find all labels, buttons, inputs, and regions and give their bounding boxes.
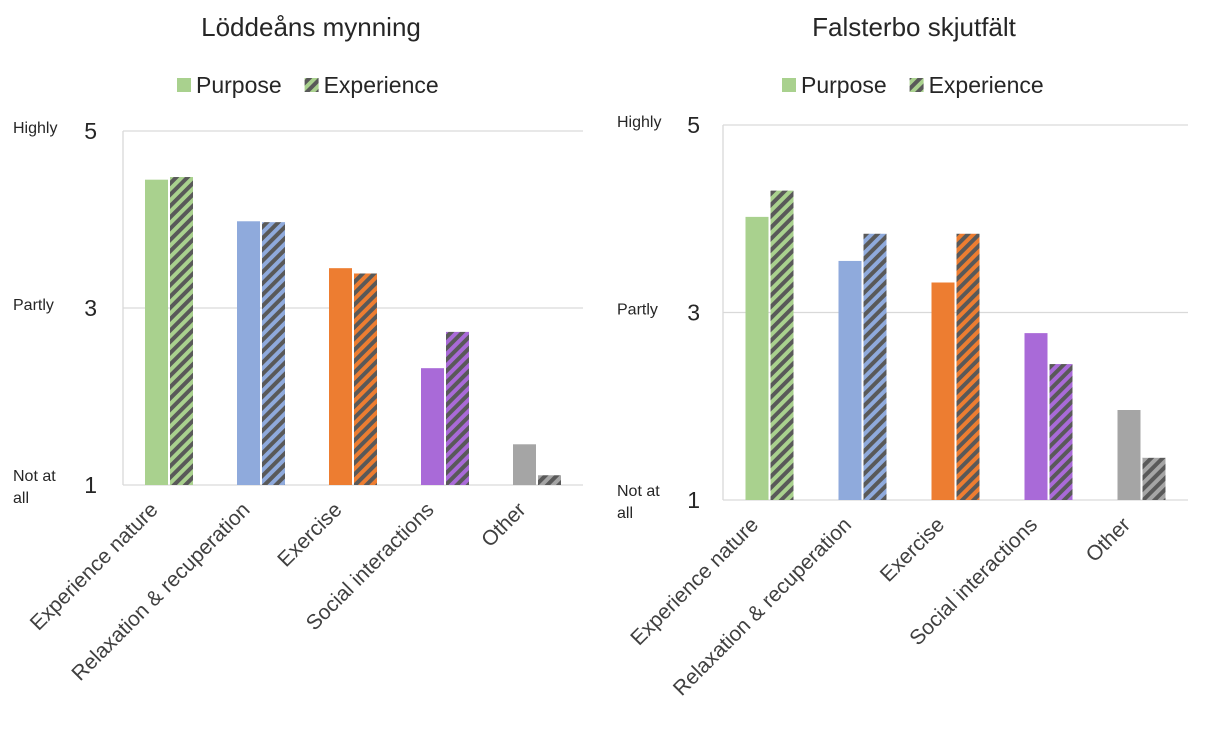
bar-experience bbox=[956, 233, 980, 500]
y-qualitative-label: all bbox=[617, 505, 633, 522]
y-qualitative-label: Highly bbox=[13, 120, 57, 137]
legend-label-purpose: Purpose bbox=[801, 72, 887, 98]
bar-purpose bbox=[1117, 410, 1141, 500]
legend: Purpose Experience bbox=[782, 72, 1044, 98]
bar-experience bbox=[262, 222, 285, 485]
bar-experience bbox=[354, 273, 377, 485]
bar-purpose bbox=[513, 444, 536, 485]
legend: Purpose Experience bbox=[177, 72, 439, 98]
bar-purpose bbox=[421, 368, 444, 485]
y-tick-label: 1 bbox=[687, 487, 700, 513]
legend-swatch-experience bbox=[304, 78, 319, 92]
legend-swatch-purpose bbox=[782, 78, 796, 92]
legend-swatch-purpose bbox=[177, 78, 191, 92]
bar-purpose bbox=[838, 260, 862, 500]
x-category-label: Exercise bbox=[273, 498, 346, 571]
legend-label-purpose: Purpose bbox=[196, 72, 282, 98]
bar-experience bbox=[770, 190, 794, 500]
y-tick-label: 5 bbox=[687, 112, 700, 138]
bar-purpose bbox=[931, 282, 955, 500]
legend-label-experience: Experience bbox=[324, 72, 439, 98]
y-qualitative-label: Not at bbox=[617, 483, 660, 500]
chart-title: Falsterbo skjutfält bbox=[812, 12, 1017, 42]
chart-title: Löddeåns mynning bbox=[201, 12, 421, 42]
y-tick-label: 3 bbox=[84, 295, 97, 321]
bar-purpose bbox=[237, 221, 260, 485]
y-qualitative-label: Partly bbox=[617, 302, 658, 319]
bar-purpose bbox=[145, 179, 168, 486]
bar-experience bbox=[538, 475, 561, 485]
y-tick-label: 3 bbox=[687, 300, 700, 326]
bar-experience bbox=[863, 233, 887, 500]
y-tick-label: 1 bbox=[84, 472, 97, 498]
y-tick-label: 5 bbox=[84, 118, 97, 144]
bar-experience bbox=[446, 331, 469, 485]
bar-purpose bbox=[329, 268, 352, 485]
y-qualitative-label: Not at bbox=[13, 468, 56, 485]
bar-purpose bbox=[1024, 333, 1048, 500]
bar-purpose bbox=[745, 216, 769, 500]
bar-experience bbox=[170, 177, 193, 485]
chart-panel-falsterbo-skjutfalt: Falsterbo skjutfält Purpose Experience 1 Not… bbox=[617, 12, 1188, 700]
bar-experience bbox=[1142, 457, 1166, 500]
x-category-label: Relaxation & recuperation bbox=[669, 513, 856, 700]
chart-panel-loddeans-mynning: Löddeåns mynning Purpose Experience 1 Not at… bbox=[13, 12, 583, 685]
y-qualitative-label: Highly bbox=[617, 114, 661, 131]
legend-label-experience: Experience bbox=[929, 72, 1044, 98]
x-category-label: Relaxation & recuperation bbox=[67, 498, 254, 685]
x-category-label: Other bbox=[1082, 513, 1135, 566]
legend-swatch-experience bbox=[909, 78, 924, 92]
y-qualitative-label: all bbox=[13, 490, 29, 507]
x-category-label: Exercise bbox=[876, 513, 949, 586]
bar-experience bbox=[1049, 364, 1073, 500]
y-qualitative-label: Partly bbox=[13, 297, 54, 314]
x-category-label: Other bbox=[477, 498, 530, 551]
